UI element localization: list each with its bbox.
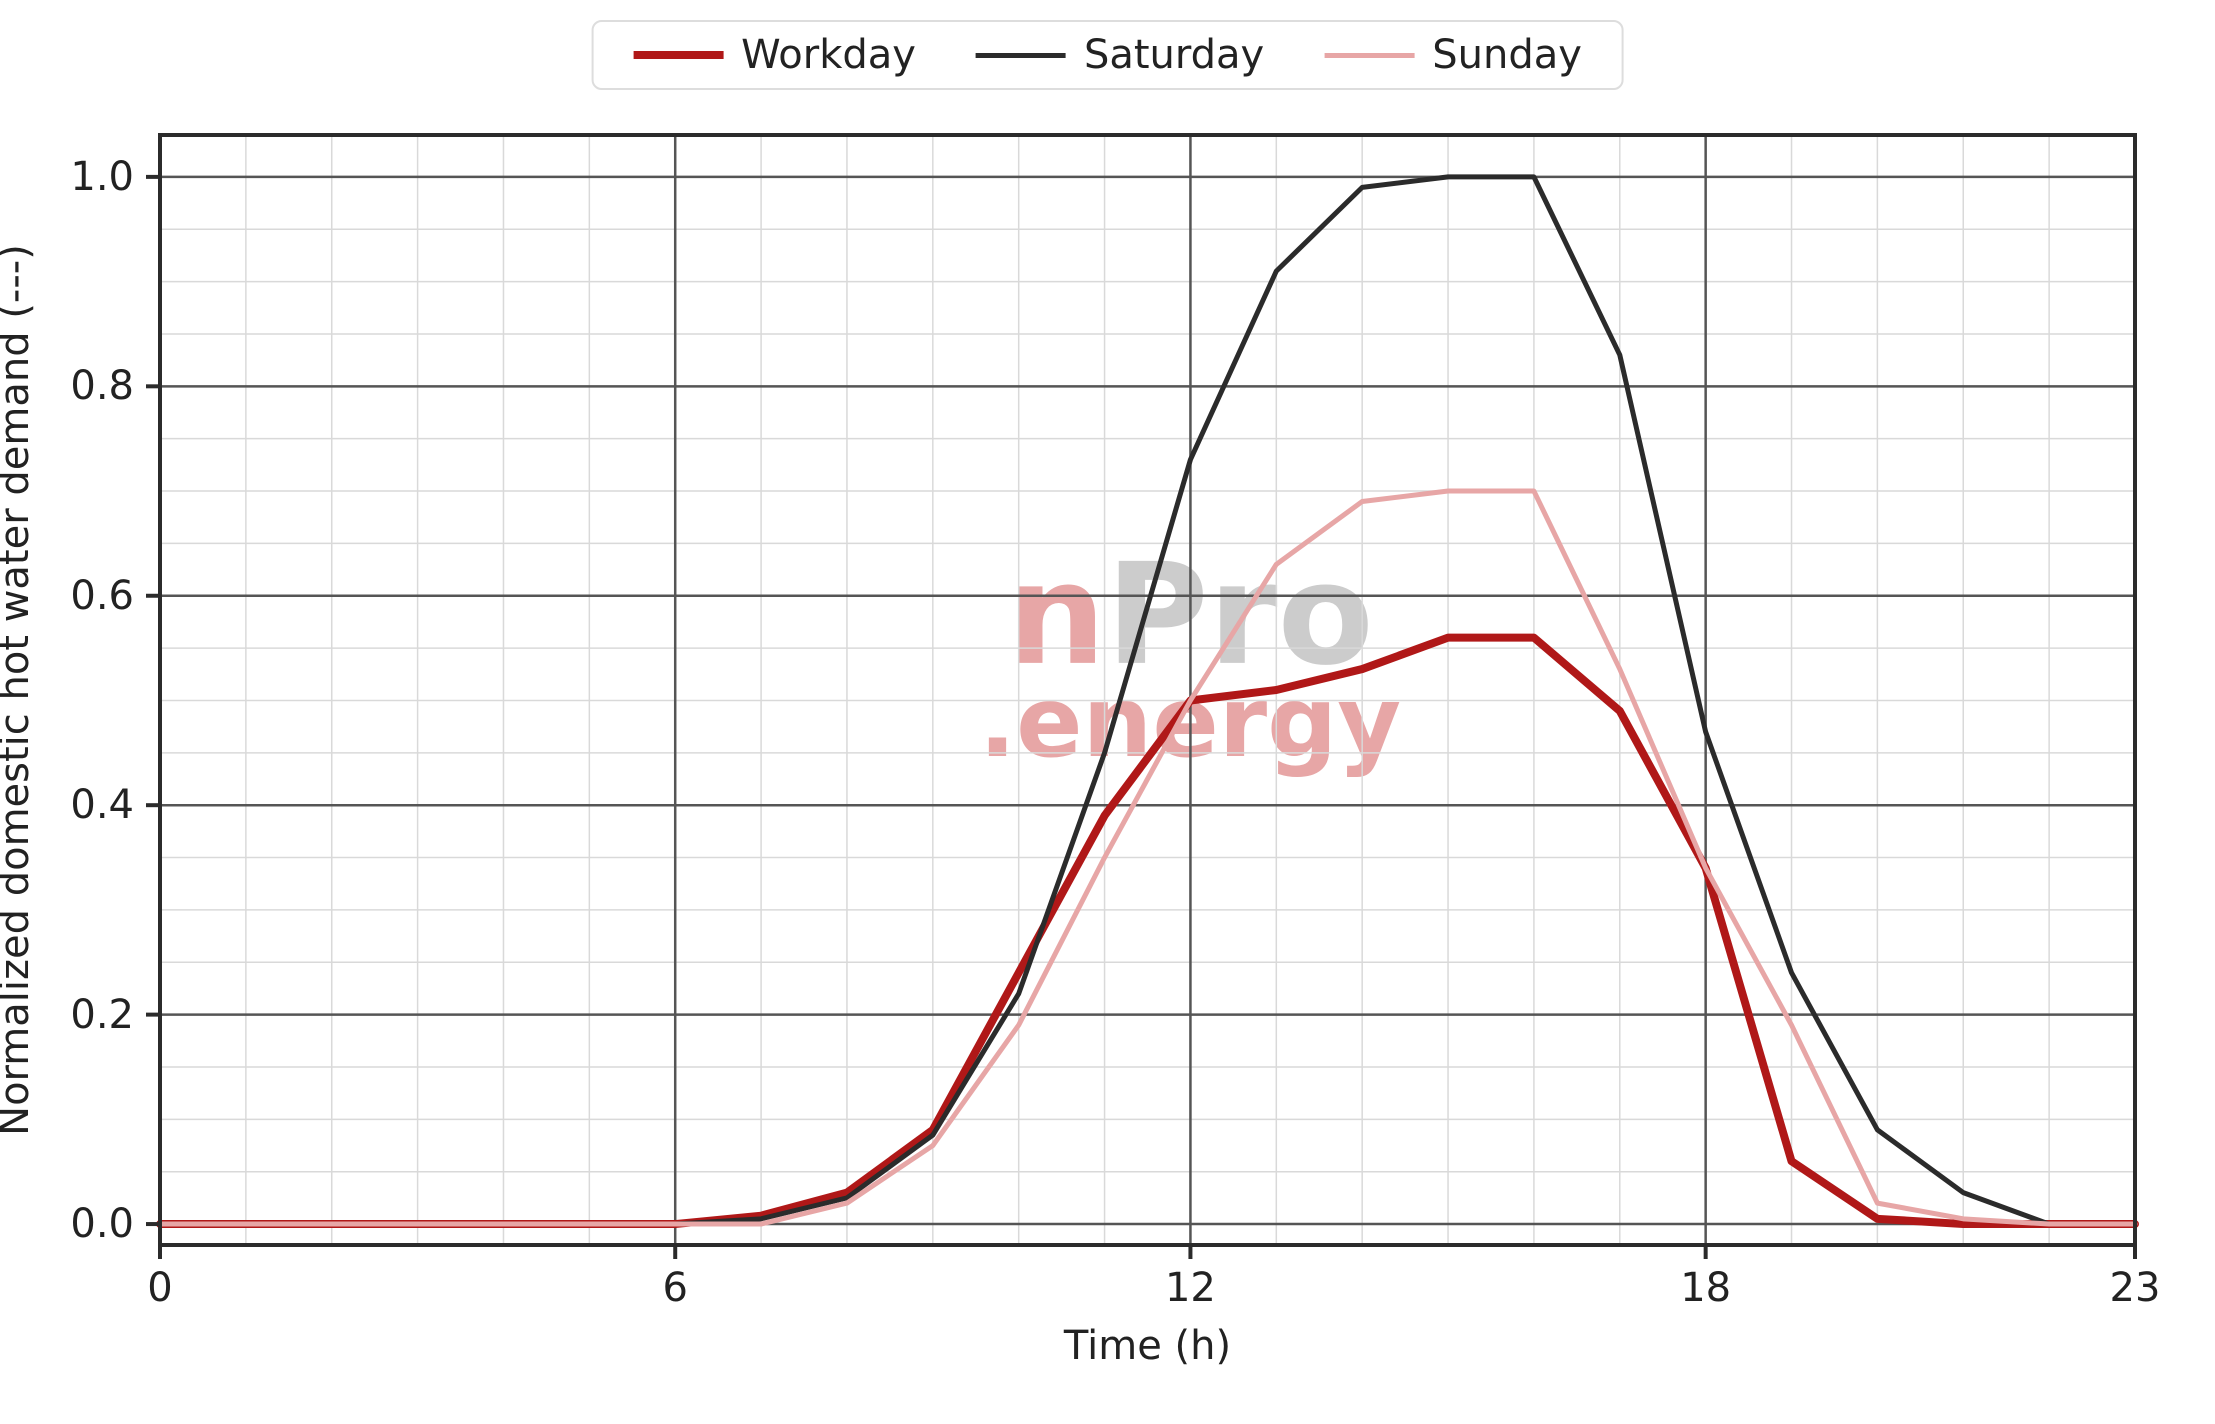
x-tick-0: 0: [147, 1265, 172, 1311]
series-workday: [160, 638, 2135, 1224]
minor-grid: [160, 135, 2135, 1245]
y-tick-0.4: 0.4: [54, 782, 134, 828]
chart-figure: WorkdaySaturdaySunday nPro .energy Time …: [0, 0, 2215, 1424]
y-axis-label: Normalized domestic hot water demand (--…: [0, 244, 38, 1136]
plot-area: [0, 0, 2215, 1424]
y-tick-0: 0.0: [54, 1201, 134, 1247]
y-tick-1: 1.0: [54, 154, 134, 200]
spines: [160, 135, 2135, 1245]
ticks: [146, 177, 2135, 1259]
y-tick-0.8: 0.8: [54, 363, 134, 409]
x-tick-6: 6: [662, 1265, 687, 1311]
y-tick-0.2: 0.2: [54, 992, 134, 1038]
x-axis-label: Time (h): [1064, 1323, 1231, 1369]
y-tick-0.6: 0.6: [54, 573, 134, 619]
x-tick-12: 12: [1165, 1265, 1216, 1311]
x-tick-18: 18: [1680, 1265, 1731, 1311]
major-grid: [160, 135, 2135, 1245]
x-tick-23: 23: [2110, 1265, 2161, 1311]
